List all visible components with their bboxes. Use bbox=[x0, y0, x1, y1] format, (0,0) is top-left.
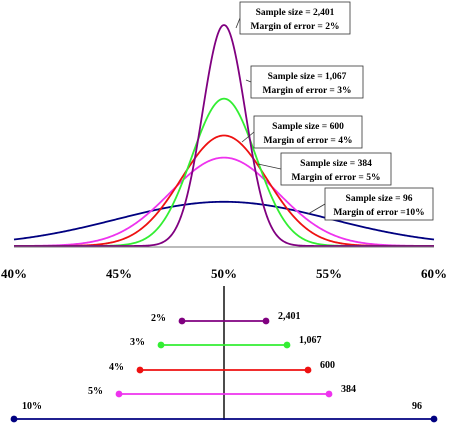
interval-96: 10% 96 bbox=[10, 401, 438, 423]
curve-n-2401 bbox=[14, 24, 434, 247]
callout-n-2401: Sample size = 2,401 Margin of error = 2% bbox=[235, 1, 351, 35]
callout-box bbox=[239, 1, 351, 35]
callout-leader bbox=[307, 203, 326, 215]
callout-n-1067: Sample size = 1,067 Margin of error = 3% bbox=[245, 65, 364, 99]
interval-margin-label: 5% bbox=[88, 386, 103, 397]
callout-sample-size: Sample size = 600 bbox=[272, 122, 344, 132]
interval-600: 4% 600 bbox=[109, 360, 335, 374]
interval-high-point bbox=[304, 366, 312, 374]
curve-n-384 bbox=[14, 156, 434, 247]
callout-margin: Margin of error = 4% bbox=[264, 136, 353, 146]
interval-margin-label: 2% bbox=[151, 313, 166, 324]
callout-box bbox=[250, 65, 364, 99]
interval-bars: 2% 2,401 3% 1,067 4% 600 5% 384 10% 96 bbox=[10, 286, 438, 423]
interval-low-point bbox=[136, 366, 144, 374]
callout-sample-size: Sample size = 96 bbox=[346, 194, 413, 204]
callout-margin: Margin of error = 2% bbox=[251, 22, 340, 32]
x-tick-label: 40% bbox=[1, 266, 27, 281]
interval-margin-label: 10% bbox=[22, 401, 42, 412]
callout-sample-size: Sample size = 384 bbox=[300, 159, 372, 169]
callout-margin: Margin of error = 3% bbox=[263, 86, 352, 96]
interval-high-point bbox=[325, 390, 333, 398]
callout-n-600: Sample size = 600 Margin of error = 4% bbox=[241, 115, 363, 149]
interval-margin-label: 4% bbox=[109, 362, 124, 373]
callout-leader bbox=[245, 79, 252, 83]
x-tick-label: 50% bbox=[211, 266, 237, 281]
x-tick-label: 60% bbox=[421, 266, 447, 281]
interval-low-point bbox=[178, 317, 186, 325]
interval-1,067: 3% 1,067 bbox=[130, 335, 322, 349]
interval-2,401: 2% 2,401 bbox=[151, 311, 301, 325]
callout-sample-size: Sample size = 2,401 bbox=[256, 8, 335, 18]
callout-box bbox=[280, 152, 392, 186]
callout-leader bbox=[241, 131, 255, 143]
interval-size-label: 600 bbox=[320, 360, 335, 371]
callout-margin: Margin of error = 5% bbox=[292, 173, 381, 183]
interval-high-point bbox=[430, 415, 438, 423]
distribution-curves bbox=[13, 24, 435, 247]
interval-high-point bbox=[283, 341, 291, 349]
callout-n-96: Sample size = 96 Margin of error =10% bbox=[307, 187, 434, 221]
curve-n-96 bbox=[13, 200, 435, 241]
interval-size-label: 384 bbox=[341, 384, 356, 395]
callout-leader bbox=[235, 17, 241, 29]
callout-leader bbox=[257, 163, 282, 170]
interval-low-point bbox=[157, 341, 165, 349]
callout-box bbox=[253, 115, 363, 149]
callout-box bbox=[324, 187, 434, 221]
interval-margin-label: 3% bbox=[130, 337, 145, 348]
x-axis: 40% 45% 50% 55% 60% bbox=[1, 246, 447, 281]
interval-size-label: 2,401 bbox=[278, 311, 301, 322]
callout-n-384: Sample size = 384 Margin of error = 5% bbox=[257, 152, 392, 186]
interval-high-point bbox=[262, 317, 270, 325]
callout-margin: Margin of error =10% bbox=[333, 208, 424, 218]
x-tick-label: 55% bbox=[316, 266, 342, 281]
interval-size-label: 1,067 bbox=[299, 335, 322, 346]
interval-low-point bbox=[10, 415, 18, 423]
interval-size-label: 96 bbox=[412, 401, 422, 412]
x-tick-label: 45% bbox=[106, 266, 132, 281]
interval-384: 5% 384 bbox=[88, 384, 356, 398]
callout-sample-size: Sample size = 1,067 bbox=[268, 72, 347, 82]
interval-low-point bbox=[115, 390, 123, 398]
